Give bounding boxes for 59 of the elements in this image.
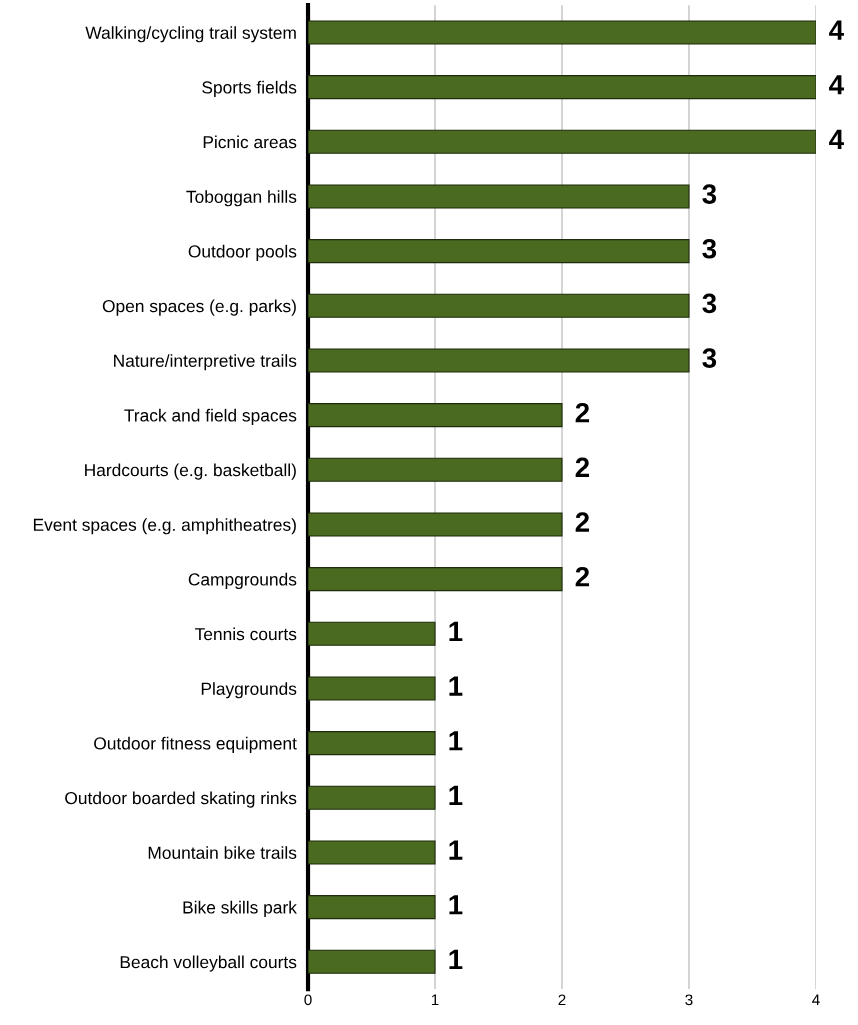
data-label: 1 (449, 895, 463, 915)
data-label: 1 (449, 731, 463, 751)
bar (308, 512, 563, 537)
y-tick-label: Campgrounds (188, 572, 297, 590)
y-tick-label: Outdoor fitness equipment (94, 736, 297, 754)
data-label: 3 (702, 348, 717, 368)
x-tick-label: 3 (685, 994, 693, 1006)
bar (308, 731, 436, 756)
x-tick-label: 0 (304, 994, 312, 1006)
y-tick-label: Hardcourts (e.g. basketball) (85, 463, 296, 480)
y-tick-label: Toboggan hills (186, 190, 297, 207)
bar (308, 457, 563, 482)
y-tick-label: Outdoor boarded skating rinks (65, 791, 297, 808)
y-tick-label: Open spaces (e.g. parks) (102, 299, 296, 316)
data-label: 2 (575, 402, 590, 423)
bar (308, 895, 436, 920)
x-tick-label: 1 (431, 994, 439, 1006)
x-tick-label: 2 (558, 994, 566, 1006)
bar (308, 403, 563, 428)
bar (308, 239, 690, 264)
data-label: 3 (702, 293, 717, 314)
bar (308, 20, 816, 45)
data-label: 1 (449, 676, 463, 696)
data-label: 2 (575, 512, 590, 532)
y-tick-label: Nature/interpretive trails (114, 354, 297, 371)
bar (308, 75, 816, 100)
y-tick-label: Outdoor pools (188, 244, 297, 262)
bar (308, 129, 816, 154)
bar (308, 785, 436, 810)
data-label: 4 (829, 20, 844, 40)
data-label: 1 (449, 785, 463, 805)
y-tick-label: Track and field spaces (124, 408, 297, 426)
y-tick-label: Beach volleyball courts (120, 955, 297, 972)
bar (308, 348, 690, 373)
data-label: 1 (449, 840, 463, 860)
bar (308, 949, 436, 974)
x-tick-label: 4 (812, 994, 820, 1006)
y-tick-label: Sports fields (202, 80, 297, 98)
y-tick-label: Playgrounds (201, 682, 297, 699)
data-label: 1 (449, 621, 463, 641)
data-label: 2 (575, 566, 590, 587)
y-tick-label: Tennis courts (195, 627, 297, 641)
data-label: 2 (575, 457, 590, 477)
y-tick-label: Bike skills park (183, 900, 297, 918)
y-tick-label: Walking/cycling trail system (85, 26, 296, 43)
bar (308, 567, 563, 592)
bar (308, 621, 436, 646)
y-tick-label: Picnic areas (203, 135, 297, 149)
data-label: 4 (829, 75, 844, 95)
bar (308, 184, 690, 209)
y-tick-label: Event spaces (e.g. amphitheatres) (33, 518, 296, 535)
bar (308, 840, 436, 865)
bar (308, 676, 436, 701)
bar (308, 293, 690, 318)
data-label: 4 (829, 129, 844, 149)
y-tick-label: Mountain bike trails (148, 846, 297, 859)
data-label: 3 (702, 184, 717, 204)
data-label: 1 (449, 949, 463, 969)
data-label: 3 (702, 238, 717, 259)
